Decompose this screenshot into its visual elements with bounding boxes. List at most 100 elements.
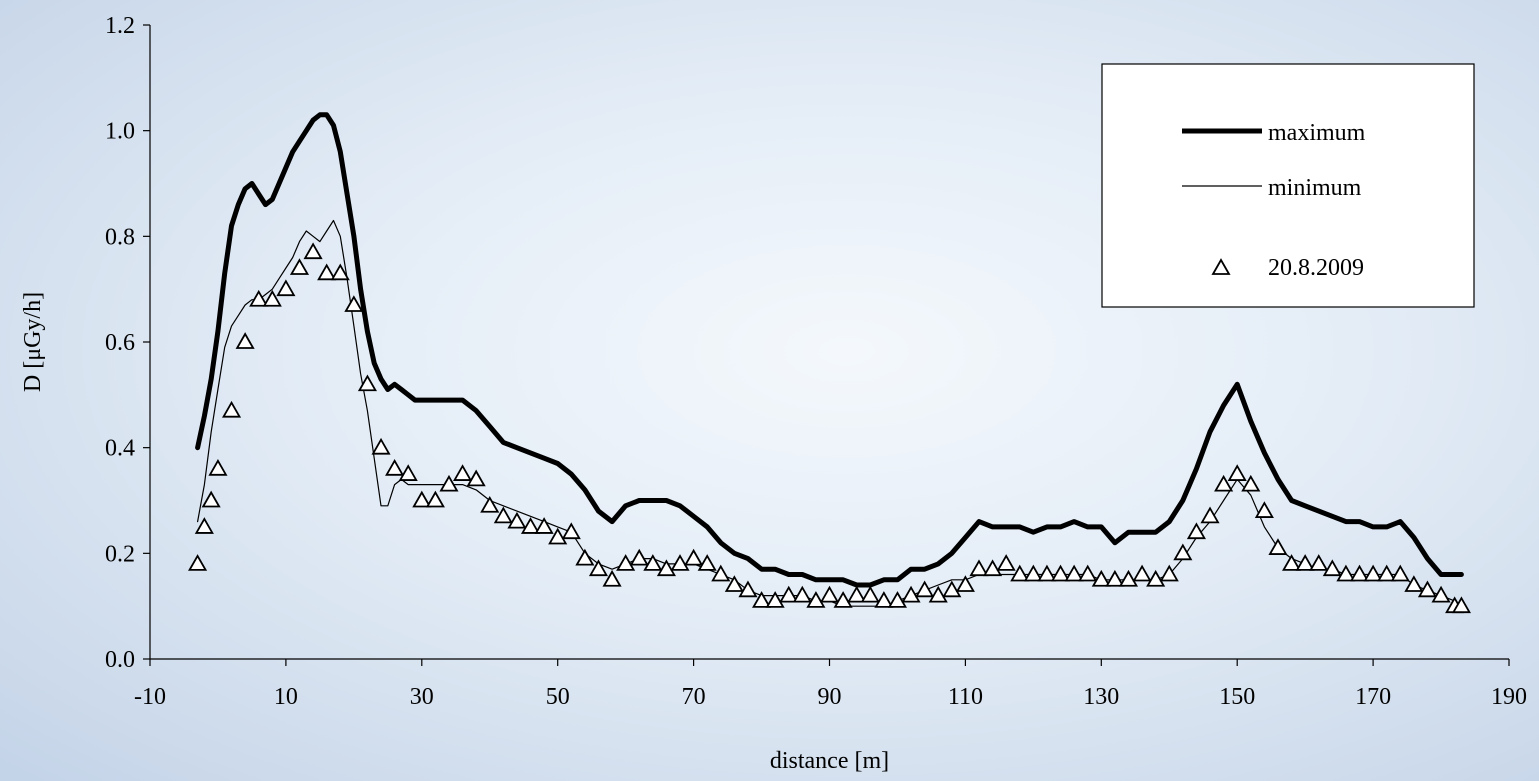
- data-point: [561, 522, 581, 540]
- data-point: [751, 591, 772, 608]
- y-tick-label: 0.2: [105, 541, 135, 567]
- data-point: [1377, 564, 1397, 582]
- data-point: [724, 575, 744, 592]
- data-point: [1241, 474, 1261, 492]
- data-point: [357, 374, 377, 392]
- y-axis-title: D [μGy/h]: [20, 292, 46, 392]
- y-tick-label: 0.8: [105, 224, 135, 250]
- data-point: [1010, 564, 1030, 582]
- data-point: [1118, 569, 1139, 587]
- data-point: [221, 400, 242, 418]
- data-point: [1363, 564, 1383, 582]
- data-point: [602, 569, 622, 587]
- x-tick-label: 90: [818, 684, 842, 710]
- x-axis: -10 10 30 50 70 90 110 130 150 170 190: [134, 658, 1527, 710]
- x-tick-label: 30: [410, 684, 434, 710]
- data-point: [575, 548, 595, 566]
- data-point: [1105, 569, 1125, 587]
- data-point: [955, 575, 975, 592]
- data-point: [276, 279, 296, 297]
- series-line-maximum: [195, 112, 1464, 588]
- data-point: [1227, 464, 1247, 481]
- data-point: [1451, 596, 1471, 614]
- data-point: [330, 263, 350, 281]
- data-point: [697, 554, 717, 571]
- data-point: [439, 474, 459, 492]
- x-tick-label: 70: [682, 684, 706, 710]
- y-tick-label: 1.0: [105, 119, 135, 145]
- data-point: [1078, 564, 1098, 582]
- data-point: [201, 490, 221, 508]
- x-tick-label: 50: [546, 684, 570, 710]
- data-point: [1417, 580, 1438, 598]
- data-point: [928, 585, 948, 603]
- data-point: [194, 517, 214, 534]
- data-point: [493, 506, 513, 524]
- data-point: [779, 585, 799, 603]
- data-point: [317, 263, 337, 281]
- data-point: [1146, 569, 1166, 587]
- y-axis: 0.0 0.2 0.4 0.6 0.8 1.0 1.2: [105, 13, 151, 673]
- data-point: [629, 548, 649, 566]
- data-point: [616, 554, 636, 571]
- data-point: [819, 585, 840, 603]
- data-point: [507, 511, 527, 529]
- legend-label-minimum: minimum: [1268, 175, 1362, 201]
- data-point: [425, 490, 445, 508]
- data-point: [983, 559, 1003, 577]
- data-point: [344, 295, 364, 312]
- x-axis-title: distance [m]: [770, 748, 889, 774]
- y-tick-label: 0.0: [105, 647, 135, 673]
- data-point: [262, 289, 282, 307]
- data-point: [1023, 564, 1043, 582]
- x-tick-label: 10: [274, 684, 298, 710]
- data-point: [901, 585, 921, 603]
- data-point: [520, 517, 541, 534]
- legend-label-maximum: maximum: [1268, 120, 1366, 146]
- data-point: [235, 332, 255, 349]
- data-point: [1173, 543, 1193, 561]
- data-point: [534, 517, 554, 534]
- data-point: [711, 564, 731, 582]
- x-tick-label: 190: [1491, 684, 1527, 710]
- data-point: [942, 580, 962, 598]
- data-point: [738, 580, 758, 598]
- y-tick-label: 1.2: [105, 13, 135, 39]
- data-point: [656, 559, 676, 577]
- legend-label-20-8-2009: 20.8.2009: [1268, 255, 1364, 281]
- y-tick-label: 0.6: [105, 330, 135, 356]
- data-point: [915, 580, 935, 598]
- data-point: [1214, 474, 1234, 492]
- data-point: [371, 437, 391, 455]
- data-point: [643, 554, 663, 571]
- data-point: [588, 559, 609, 577]
- data-point: [188, 554, 208, 571]
- series-markers-20-8-2009: [188, 242, 1471, 614]
- x-tick-label: 150: [1219, 684, 1255, 710]
- data-point: [1037, 564, 1057, 582]
- data-point: [466, 469, 486, 487]
- data-point: [1404, 575, 1424, 592]
- data-point: [1282, 554, 1302, 571]
- data-point: [1322, 559, 1342, 577]
- data-point: [1254, 501, 1274, 518]
- data-point: [385, 458, 405, 476]
- data-point: [1159, 564, 1179, 582]
- data-point: [1390, 564, 1410, 582]
- data-point: [670, 554, 690, 571]
- series-layer: [188, 112, 1471, 614]
- data-point: [874, 591, 894, 608]
- x-tick-label: 110: [948, 684, 983, 710]
- data-point: [249, 289, 269, 307]
- data-point: [1050, 564, 1071, 582]
- data-point: [398, 464, 418, 481]
- data-point: [1431, 585, 1451, 603]
- data-point: [1336, 564, 1356, 582]
- data-point: [1268, 538, 1288, 555]
- legend-swatch-triangle: [1211, 258, 1231, 275]
- x-tick-label: 130: [1083, 684, 1119, 710]
- data-point: [208, 458, 228, 476]
- data-point: [1132, 564, 1152, 582]
- data-point: [860, 585, 880, 603]
- data-point: [1200, 506, 1220, 524]
